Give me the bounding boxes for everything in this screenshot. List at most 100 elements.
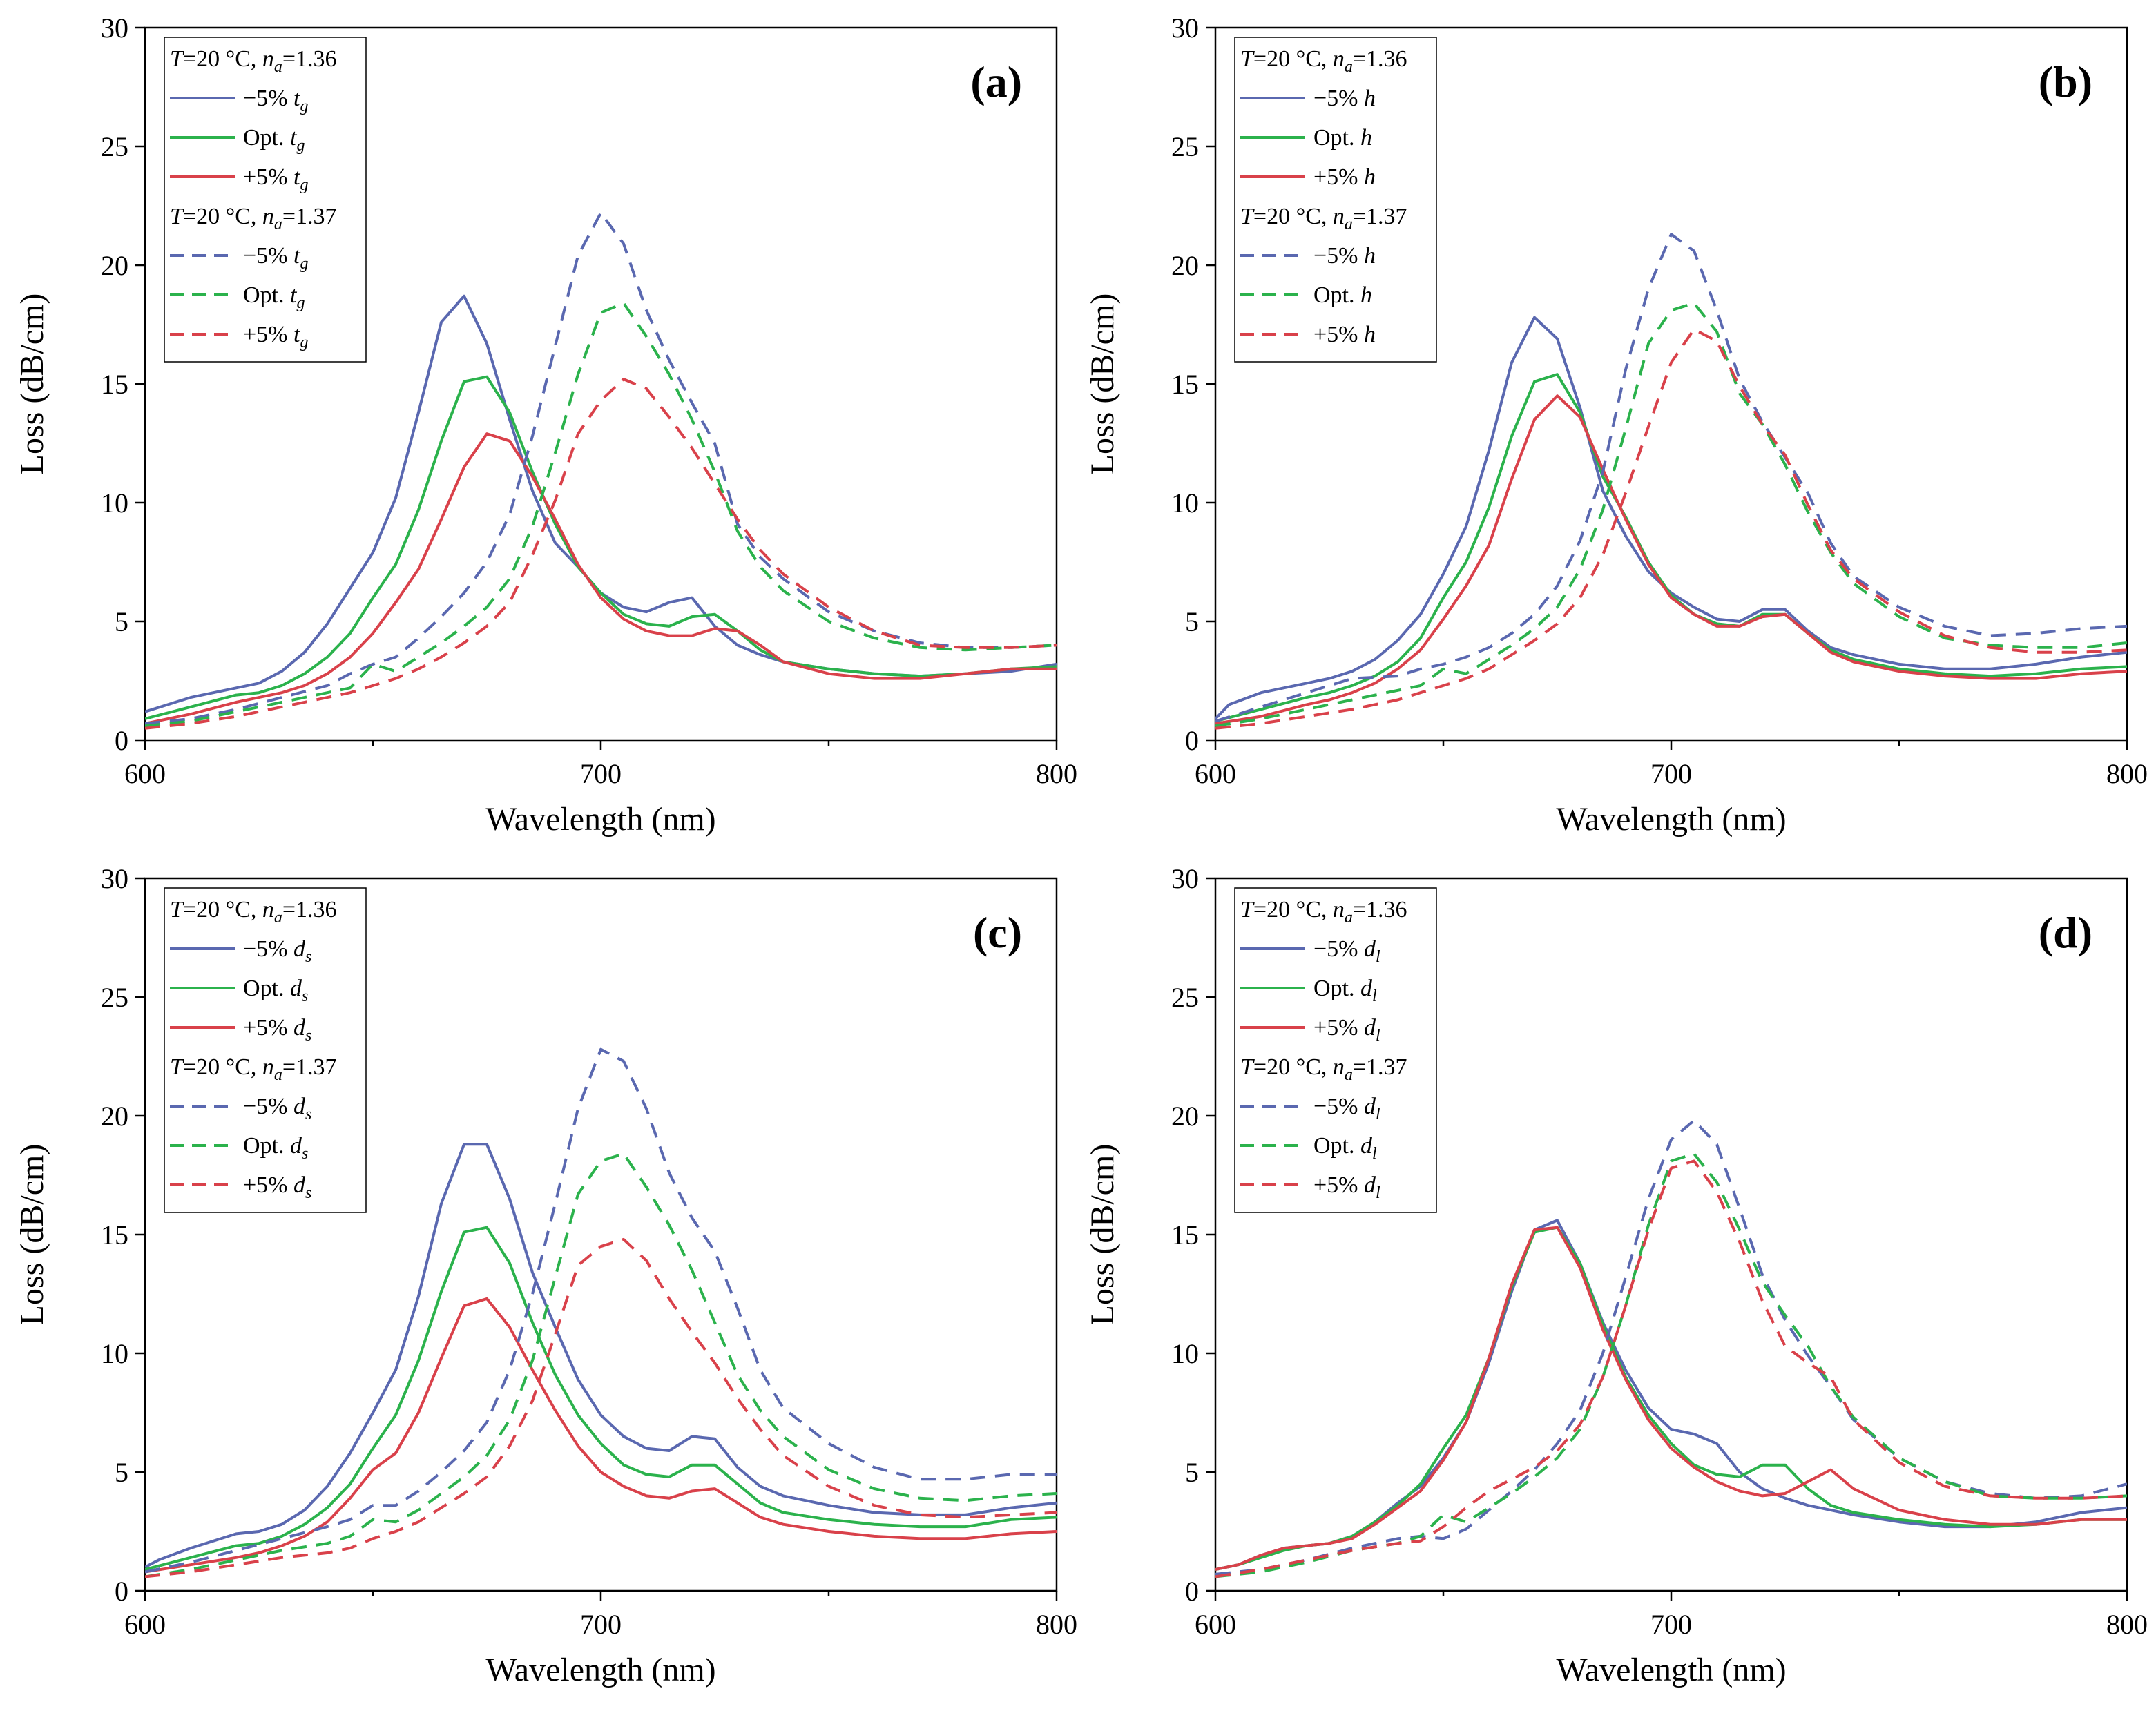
- legend-entry-label: Opt. dl: [1313, 976, 1377, 1005]
- x-tick-label: 700: [580, 758, 622, 789]
- legend-entry-label: +5% ds: [243, 1172, 311, 1202]
- chart-panel-0: 0 5 10 15 20 25 30 600 700 800 Wavelength (nm) Loss…: [14, 12, 1077, 838]
- y-tick-label: 5: [1185, 1457, 1199, 1488]
- x-axis-title: Wavelength (nm): [485, 1652, 715, 1688]
- y-tick-label: 20: [101, 250, 128, 281]
- x-tick-label: 800: [2106, 758, 2148, 789]
- series-line-1: [145, 1226, 1057, 1571]
- legend-entry-label: +5% dl: [1313, 1172, 1380, 1202]
- y-tick-label: 25: [101, 982, 128, 1013]
- panel-label: (a): [970, 57, 1022, 106]
- series-line-3: [145, 1047, 1057, 1574]
- series-group: [1215, 1119, 2127, 1578]
- legend: T=20 °C, na=1.36 −5% h Opt. h +5% h T=20 °C,…: [1234, 37, 1437, 362]
- legend-entry-label: Opt. tg: [243, 125, 305, 155]
- series-line-2: [145, 432, 1057, 725]
- series-line-5: [1215, 327, 2127, 730]
- series-line-2: [145, 1297, 1057, 1574]
- legend-header: T=20 °C, na=1.37: [1240, 1054, 1407, 1084]
- y-tick-label: 0: [115, 725, 128, 756]
- legend-entry-label: Opt. ds: [243, 1133, 308, 1163]
- y-tick-label: 0: [1185, 1576, 1199, 1607]
- x-tick-label: 700: [1650, 1609, 1692, 1640]
- series-line-3: [1215, 233, 2127, 723]
- legend-entry-label: Opt. dl: [1313, 1133, 1377, 1163]
- y-tick-label: 15: [1171, 369, 1199, 400]
- legend-header: T=20 °C, na=1.36: [170, 897, 337, 927]
- y-axis-title: Loss (dB/cm): [1084, 1144, 1121, 1326]
- panel-label: (c): [973, 908, 1022, 957]
- y-tick-label: 15: [101, 369, 128, 400]
- y-tick-label: 10: [1171, 1338, 1199, 1369]
- legend-header: T=20 °C, na=1.37: [170, 204, 337, 233]
- y-tick-label: 5: [115, 606, 128, 637]
- series-line-1: [145, 375, 1057, 720]
- y-tick-label: 10: [101, 1338, 128, 1369]
- legend-entry-label: Opt. tg: [243, 282, 305, 312]
- legend-entry-label: −5% ds: [243, 936, 311, 966]
- legend-entry-label: −5% dl: [1313, 936, 1380, 966]
- x-tick-label: 700: [580, 1609, 622, 1640]
- legend-entry-label: +5% tg: [243, 164, 308, 194]
- series-line-4: [1215, 302, 2127, 728]
- panel-label: (b): [2039, 57, 2092, 106]
- legend-header: T=20 °C, na=1.36: [170, 46, 337, 76]
- chart-panel-1: 0 5 10 15 20 25 30 600 700 800 Wavelength (nm) Loss…: [1084, 12, 2148, 838]
- legend-entry-label: −5% h: [1313, 86, 1376, 111]
- panel-label: (d): [2039, 908, 2092, 957]
- series-line-1: [1215, 1226, 2127, 1571]
- y-tick-label: 20: [101, 1101, 128, 1132]
- legend-header: T=20 °C, na=1.36: [1240, 897, 1407, 927]
- y-tick-label: 15: [101, 1219, 128, 1250]
- x-axis-title: Wavelength (nm): [1556, 801, 1786, 838]
- y-tick-label: 30: [101, 12, 128, 44]
- legend: T=20 °C, na=1.36 −5% tg Opt. tg +5% tg T=20 …: [164, 37, 367, 362]
- x-tick-label: 600: [1195, 758, 1236, 789]
- x-tick-label: 800: [1036, 1609, 1077, 1640]
- legend-header: T=20 °C, na=1.37: [170, 1054, 337, 1084]
- x-tick-label: 700: [1650, 758, 1692, 789]
- y-tick-label: 25: [101, 131, 128, 162]
- series-group: [1215, 233, 2127, 730]
- legend: T=20 °C, na=1.36 −5% ds Opt. ds +5% ds T=20 …: [164, 887, 367, 1213]
- x-tick-label: 600: [124, 1609, 166, 1640]
- legend-box: [164, 37, 367, 362]
- legend-entry-label: −5% ds: [243, 1094, 311, 1123]
- legend-entry-label: −5% tg: [243, 86, 308, 115]
- series-line-2: [1215, 1226, 2127, 1571]
- legend-entry-label: +5% h: [1313, 322, 1376, 347]
- chart-panel-2: 0 5 10 15 20 25 30 600 700 800 Wavelength (nm) Loss…: [14, 863, 1077, 1688]
- series-line-0: [1215, 316, 2127, 720]
- chart-panel-3: 0 5 10 15 20 25 30 600 700 800 Wavelength (nm) Loss…: [1084, 863, 2148, 1688]
- legend-entry-label: +5% h: [1313, 164, 1376, 190]
- x-tick-label: 800: [1036, 758, 1077, 789]
- series-group: [145, 211, 1057, 730]
- legend-box: [1234, 887, 1437, 1213]
- series-line-5: [1215, 1159, 2127, 1578]
- legend-entry-label: −5% tg: [243, 243, 308, 273]
- y-tick-label: 10: [1171, 487, 1199, 519]
- y-tick-label: 15: [1171, 1219, 1199, 1250]
- x-axis-title: Wavelength (nm): [1556, 1652, 1786, 1688]
- legend-box: [164, 887, 367, 1213]
- y-tick-label: 0: [1185, 725, 1199, 756]
- y-tick-label: 30: [1171, 12, 1199, 44]
- y-tick-label: 5: [115, 1457, 128, 1488]
- series-line-0: [145, 1143, 1057, 1569]
- series-line-5: [145, 1237, 1057, 1578]
- legend-entry-label: Opt. h: [1313, 125, 1372, 151]
- series-line-3: [145, 211, 1057, 725]
- x-axis-title: Wavelength (nm): [485, 801, 715, 838]
- legend-entry-label: +5% tg: [243, 322, 308, 351]
- legend-entry-label: +5% ds: [243, 1015, 311, 1045]
- series-line-2: [1215, 394, 2127, 725]
- y-axis-title: Loss (dB/cm): [1084, 293, 1121, 475]
- y-tick-label: 30: [1171, 863, 1199, 894]
- legend-box: [1234, 37, 1437, 362]
- series-line-4: [145, 302, 1057, 728]
- series-group: [145, 1047, 1057, 1578]
- x-tick-label: 600: [124, 758, 166, 789]
- y-axis-title: Loss (dB/cm): [14, 293, 50, 475]
- legend: T=20 °C, na=1.36 −5% dl Opt. dl +5% dl T=20 …: [1234, 887, 1437, 1213]
